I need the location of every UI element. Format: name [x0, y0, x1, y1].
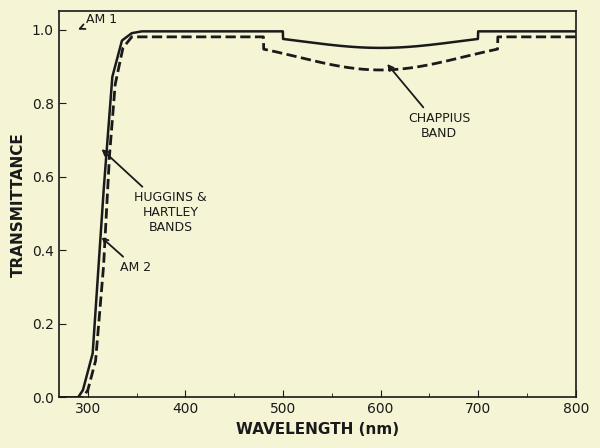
Text: AM 1: AM 1 [80, 13, 117, 29]
Y-axis label: TRANSMITTANCE: TRANSMITTANCE [11, 132, 26, 277]
Text: CHAPPIUS
BAND: CHAPPIUS BAND [388, 65, 470, 140]
Text: AM 2: AM 2 [103, 239, 151, 274]
Text: HUGGINS &
HARTLEY
BANDS: HUGGINS & HARTLEY BANDS [103, 151, 207, 234]
X-axis label: WAVELENGTH (nm): WAVELENGTH (nm) [236, 422, 398, 437]
